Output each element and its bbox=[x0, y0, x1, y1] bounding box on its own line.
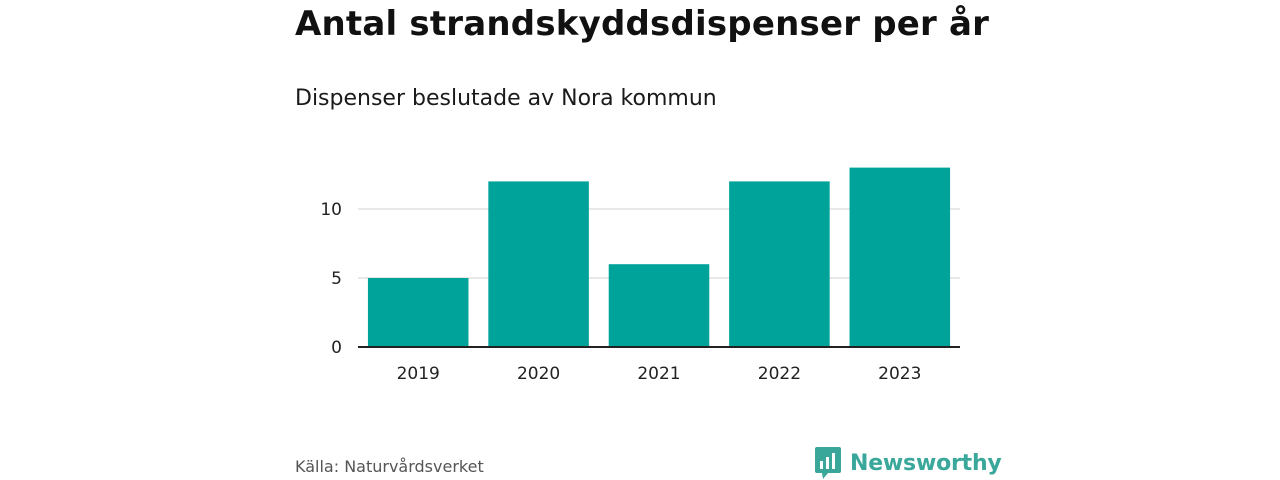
y-tick-label-5: 5 bbox=[331, 269, 342, 289]
bar-2021 bbox=[608, 264, 710, 347]
chart-subtitle: Dispenser beslutade av Nora kommun bbox=[295, 86, 717, 111]
y-tick-label-0: 0 bbox=[331, 338, 342, 358]
brand-name: Newsworthy bbox=[850, 450, 1002, 476]
bar-2020 bbox=[488, 181, 589, 347]
x-tick-label-2019: 2019 bbox=[397, 364, 440, 384]
axes: 0 5 10 2019 2020 2021 2022 2023 bbox=[320, 200, 960, 384]
x-tick-label-2021: 2021 bbox=[637, 364, 680, 384]
y-tick-label-10: 10 bbox=[320, 200, 342, 220]
bar-2023 bbox=[849, 167, 951, 347]
newsworthy-brand: Newsworthy bbox=[814, 446, 1002, 480]
bars bbox=[367, 167, 951, 347]
x-tick-label-2020: 2020 bbox=[517, 364, 560, 384]
bar-2019 bbox=[367, 278, 469, 347]
x-tick-label-2022: 2022 bbox=[758, 364, 801, 384]
bar-2022 bbox=[729, 181, 830, 347]
newsworthy-logo-icon bbox=[815, 447, 841, 479]
chart-title: Antal strandskyddsdispenser per år bbox=[295, 4, 990, 44]
source-credit: Källa: Naturvårdsverket bbox=[295, 457, 484, 476]
x-tick-label-2023: 2023 bbox=[878, 364, 921, 384]
